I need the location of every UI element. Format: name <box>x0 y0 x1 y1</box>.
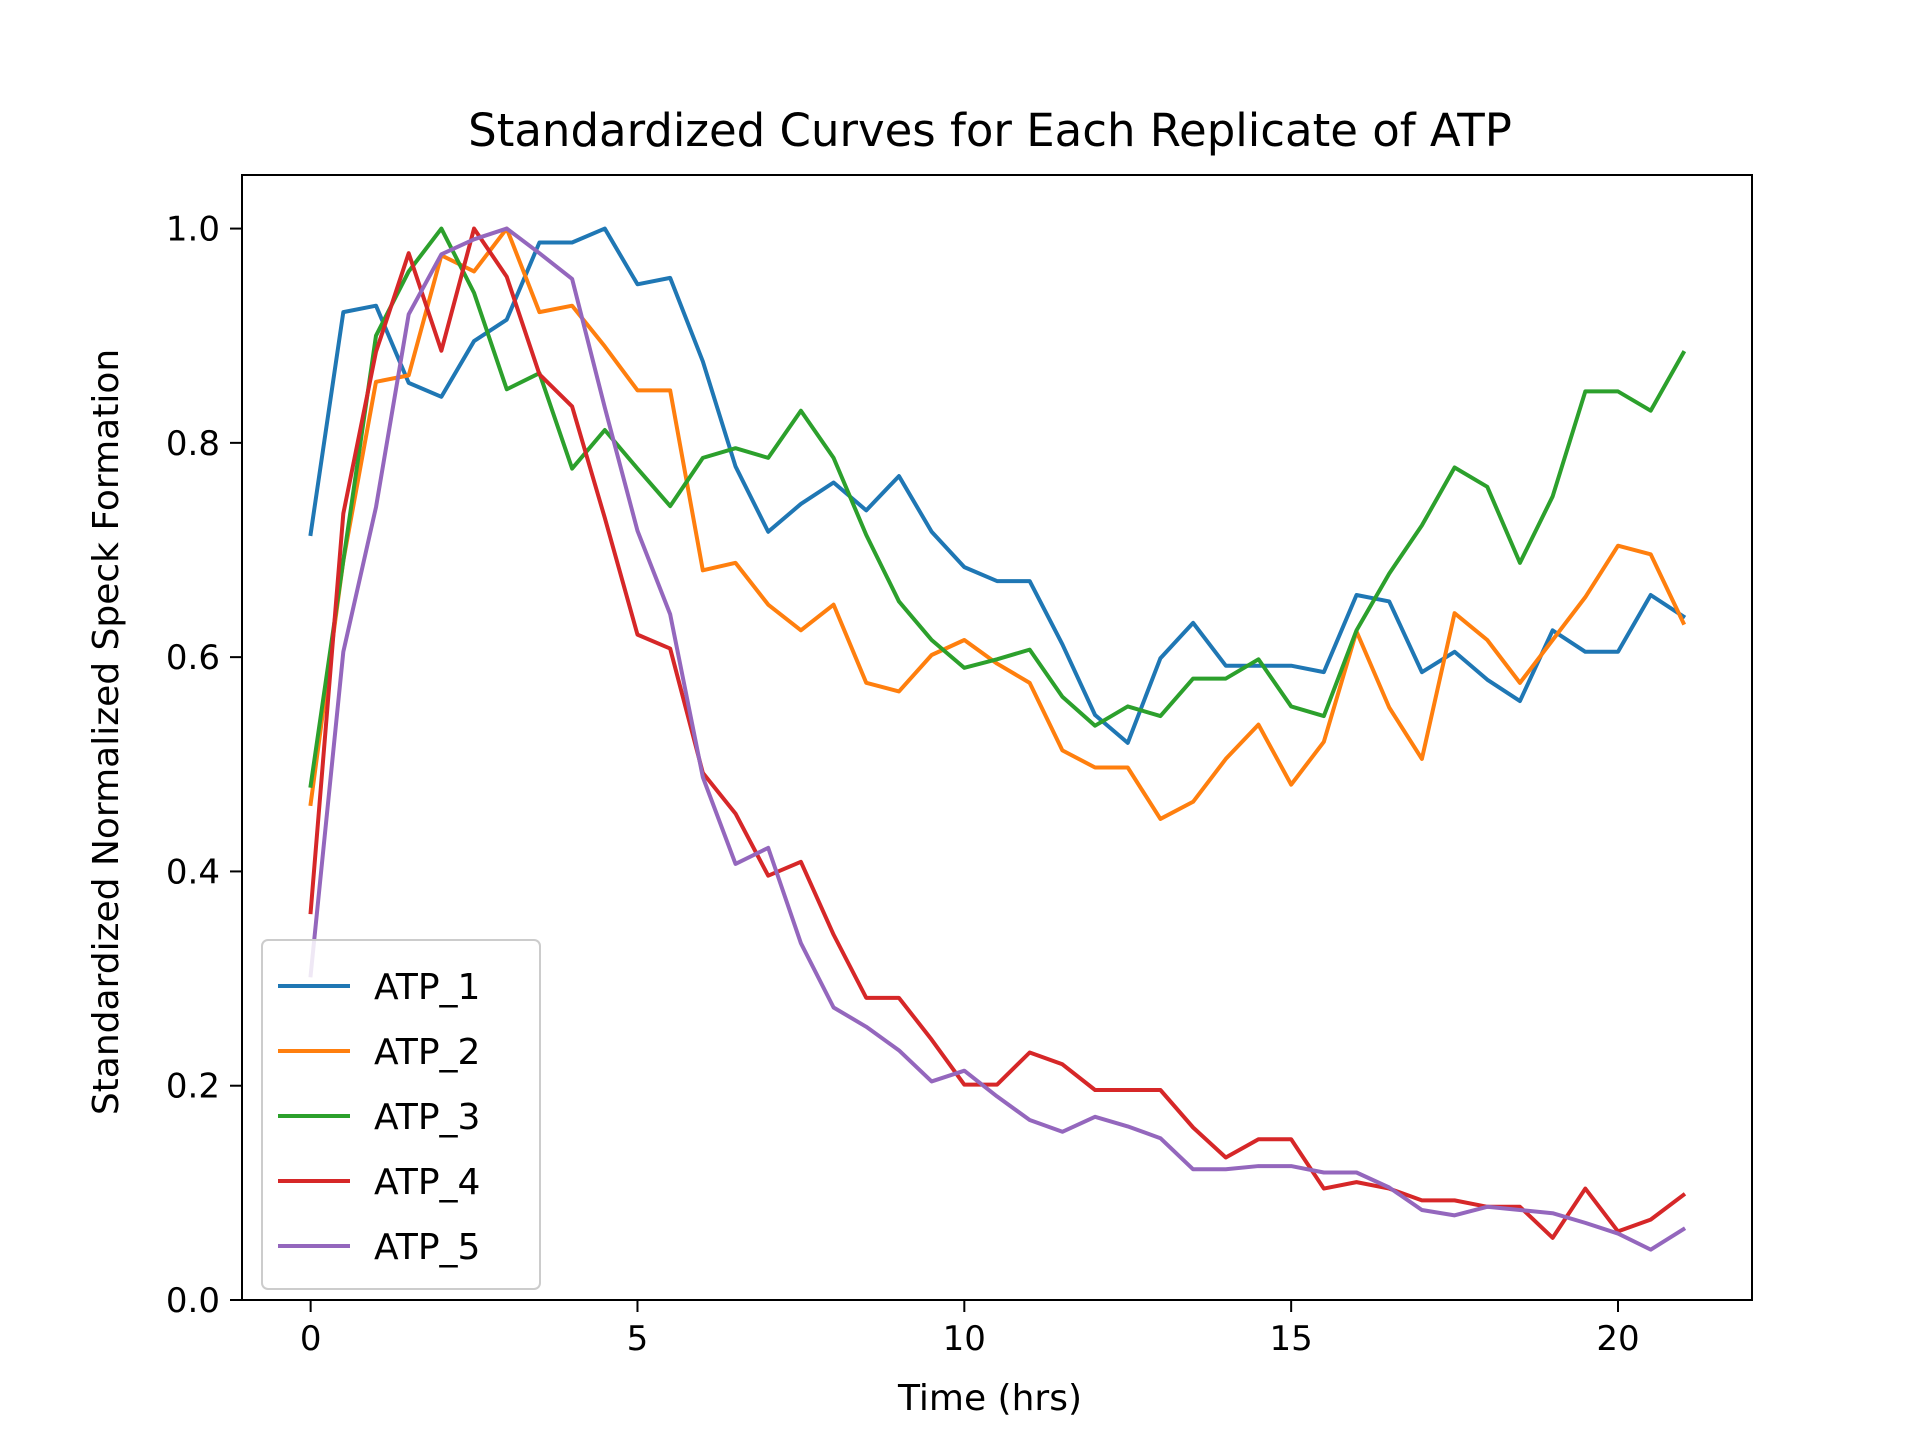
y-tick-label: 0.6 <box>166 638 220 678</box>
y-tick-label: 0.2 <box>166 1067 220 1107</box>
y-axis-label: Standardized Normalized Speck Formation <box>86 349 127 1115</box>
series-lines <box>308 226 1687 1252</box>
series-line-atp-1 <box>308 226 1687 745</box>
x-tick-label: 10 <box>943 1319 986 1359</box>
legend-entry-label: ATP_3 <box>374 1097 480 1138</box>
y-tick-label: 0.4 <box>166 852 220 892</box>
x-tick-label: 0 <box>300 1319 322 1359</box>
y-tick-label: 0.0 <box>166 1281 220 1321</box>
x-tick-label: 20 <box>1596 1319 1639 1359</box>
chart-title: Standardized Curves for Each Replicate o… <box>468 104 1512 157</box>
x-axis: 0 5 10 15 20 <box>300 1300 1640 1359</box>
y-tick-label: 1.0 <box>166 210 220 250</box>
series-line-atp-5 <box>308 226 1687 1252</box>
x-axis-label: Time (hrs) <box>897 1378 1082 1419</box>
legend-box <box>261 939 541 1290</box>
legend-entry-label: ATP_1 <box>374 967 480 1008</box>
legend-entry-label: ATP_4 <box>374 1162 480 1203</box>
legend: ATP_1 ATP_2 ATP_3 ATP_4 ATP_5 <box>261 939 541 1290</box>
x-tick-label: 5 <box>627 1319 649 1359</box>
axes-frame <box>241 174 1753 1301</box>
legend-entry-label: ATP_2 <box>374 1032 480 1073</box>
series-line-atp-2 <box>308 226 1687 821</box>
y-axis: 0.0 0.2 0.4 0.6 0.8 1.0 <box>166 210 242 1321</box>
legend-entry-label: ATP_5 <box>374 1227 480 1268</box>
series-line-atp-4 <box>308 226 1687 1240</box>
y-tick-label: 0.8 <box>166 424 220 464</box>
x-tick-label: 15 <box>1270 1319 1313 1359</box>
